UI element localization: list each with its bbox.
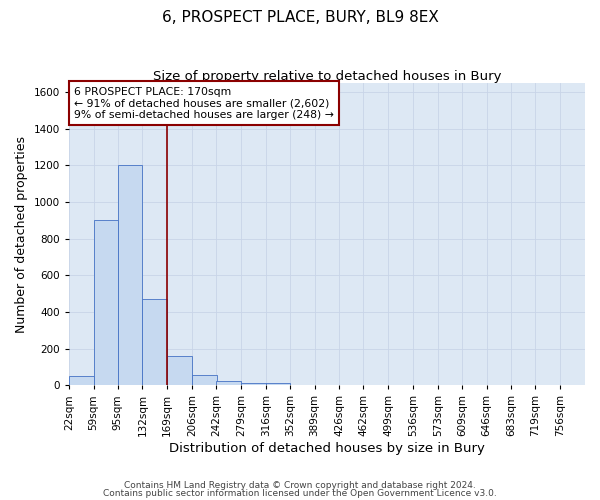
Bar bbox=[118, 166, 142, 386]
Text: 6 PROSPECT PLACE: 170sqm
← 91% of detached houses are smaller (2,602)
9% of semi: 6 PROSPECT PLACE: 170sqm ← 91% of detach… bbox=[74, 86, 334, 120]
Bar bbox=[69, 376, 94, 386]
Bar bbox=[192, 375, 217, 386]
Y-axis label: Number of detached properties: Number of detached properties bbox=[15, 136, 28, 332]
Bar bbox=[266, 382, 290, 386]
Text: Contains HM Land Registry data © Crown copyright and database right 2024.: Contains HM Land Registry data © Crown c… bbox=[124, 481, 476, 490]
X-axis label: Distribution of detached houses by size in Bury: Distribution of detached houses by size … bbox=[169, 442, 485, 455]
Title: Size of property relative to detached houses in Bury: Size of property relative to detached ho… bbox=[152, 70, 501, 83]
Bar bbox=[94, 220, 118, 386]
Bar bbox=[216, 380, 241, 386]
Bar bbox=[142, 299, 167, 386]
Bar bbox=[241, 382, 266, 386]
Text: 6, PROSPECT PLACE, BURY, BL9 8EX: 6, PROSPECT PLACE, BURY, BL9 8EX bbox=[161, 10, 439, 25]
Bar bbox=[167, 356, 192, 386]
Text: Contains public sector information licensed under the Open Government Licence v3: Contains public sector information licen… bbox=[103, 488, 497, 498]
